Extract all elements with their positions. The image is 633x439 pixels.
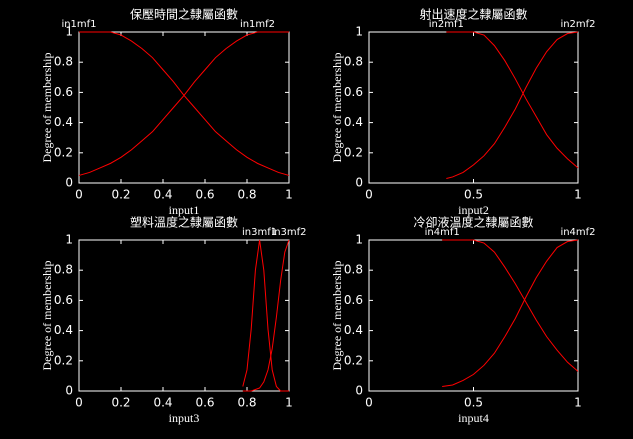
y-tick-label: 0.6 [344, 293, 363, 307]
x-tick-label: 0 [365, 188, 373, 202]
x-tick-label: 1 [285, 188, 293, 202]
mf-curve [446, 31, 579, 169]
y-tick-label: 0.2 [344, 145, 363, 159]
mf-label: in2mf2 [560, 19, 595, 30]
y-tick-label: 0 [65, 384, 73, 398]
x-axis-label: input3 [169, 411, 200, 425]
x-tick-label: 0.4 [153, 396, 172, 410]
x-tick-label: 0 [75, 396, 83, 410]
axes-box [368, 239, 579, 392]
x-tick-label: 1 [574, 188, 582, 202]
x-axis-label: input1 [169, 203, 200, 217]
x-tick-label: 0.2 [111, 396, 130, 410]
mf-curve [446, 31, 579, 179]
mf-curve [442, 239, 579, 372]
y-tick-label: 0.4 [54, 323, 73, 337]
y-tick-label: 0.4 [344, 323, 363, 337]
axes-box [78, 31, 290, 184]
y-tick-label: 0.2 [54, 145, 73, 159]
y-axis-label: Degree of membership [330, 53, 344, 163]
x-axis-label: input4 [458, 411, 489, 425]
x-tick-label: 0 [365, 396, 373, 410]
y-tick-label: 0.2 [344, 353, 363, 367]
y-tick-label: 1 [355, 233, 363, 247]
y-axis-label: Degree of membership [40, 53, 54, 163]
chart-title: 塑料溫度之隸屬函數 [130, 215, 238, 230]
y-tick-label: 1 [65, 233, 73, 247]
mf-curve [242, 239, 289, 392]
mf-curve [242, 239, 290, 392]
x-tick-label: 0.8 [237, 188, 256, 202]
x-tick-label: 0.6 [195, 188, 214, 202]
y-tick-label: 0.8 [344, 55, 363, 69]
mf-curve [79, 31, 290, 176]
chart-title: 保壓時間之隸屬函數 [130, 8, 238, 22]
mf-label: in1mf1 [61, 19, 96, 30]
y-tick-label: 0.6 [54, 293, 73, 307]
x-tick-label: 1 [574, 396, 582, 410]
y-tick-label: 0.8 [54, 263, 73, 277]
mf-label: in2mf1 [429, 19, 464, 30]
mf-label: in3mf1 [242, 227, 277, 238]
y-tick-label: 0.6 [344, 85, 363, 99]
x-tick-label: 0.6 [195, 396, 214, 410]
y-tick-label: 0.6 [54, 85, 73, 99]
y-tick-label: 1 [65, 25, 73, 39]
mf-label: in4mf2 [560, 227, 595, 238]
axes-box [368, 31, 579, 184]
x-tick-label: 0.5 [464, 188, 483, 202]
y-tick-label: 0.8 [344, 263, 363, 277]
mf-label: in4mf1 [425, 227, 460, 238]
x-tick-label: 0.8 [237, 396, 256, 410]
mf-curve [442, 239, 579, 387]
chart-title: 冷卻液溫度之隸屬函數 [413, 215, 533, 230]
y-tick-label: 1 [355, 25, 363, 39]
x-tick-label: 1 [285, 396, 293, 410]
y-tick-label: 0.4 [54, 115, 73, 129]
chart-title: 射出速度之隸屬函數 [419, 7, 527, 22]
mf-label: in3mf2 [271, 227, 306, 238]
x-axis-label: input2 [458, 203, 489, 217]
x-tick-label: 0.5 [464, 396, 483, 410]
x-tick-label: 0 [75, 188, 83, 202]
axes-box [78, 239, 290, 392]
y-axis-label: Degree of membership [330, 261, 344, 371]
y-tick-label: 0.2 [54, 353, 73, 367]
y-tick-label: 0.8 [54, 55, 73, 69]
y-tick-label: 0 [355, 384, 363, 398]
x-tick-label: 0.4 [153, 188, 172, 202]
x-tick-label: 0.2 [111, 188, 130, 202]
mf-label: in1mf2 [240, 19, 275, 30]
y-tick-label: 0.4 [344, 115, 363, 129]
y-tick-label: 0 [355, 176, 363, 190]
y-axis-label: Degree of membership [40, 261, 54, 371]
y-tick-label: 0 [65, 176, 73, 190]
mf-curve [78, 31, 289, 176]
